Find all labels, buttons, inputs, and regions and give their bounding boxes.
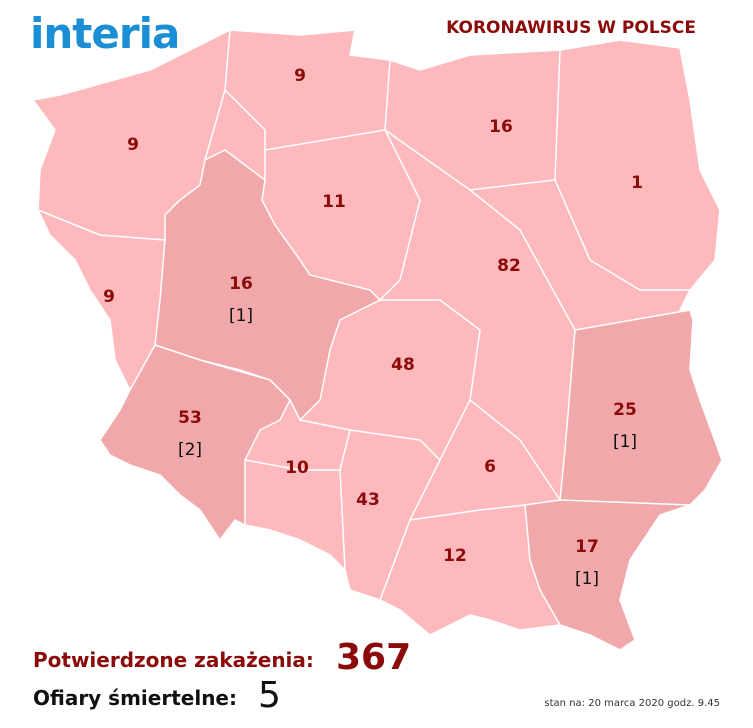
region-deaths: [1] [613, 432, 637, 452]
region-cases: 9 [127, 135, 139, 155]
borders [37, 29, 690, 601]
deaths-value: 5 [258, 675, 281, 716]
region-cases: 12 [443, 546, 467, 566]
logo: interia [30, 9, 179, 58]
region-cases: 11 [322, 192, 346, 212]
region-cases: 9 [294, 66, 306, 86]
region-cases: 9 [103, 287, 115, 307]
footnote: stan na: 20 marca 2020 godz. 9.45 [544, 698, 720, 709]
map [31, 29, 723, 651]
title: KORONAWIRUS W POLSCE [446, 18, 696, 38]
deaths-label: Ofiary śmiertelne: [33, 686, 237, 710]
confirmed-value: 367 [336, 637, 411, 678]
region-dark [99, 344, 291, 542]
region-deaths: [1] [575, 569, 599, 589]
region-cases: 1 [631, 173, 643, 193]
region-cases: 6 [484, 457, 496, 477]
region-cases: 48 [391, 355, 415, 375]
region-cases: 16 [489, 117, 513, 137]
region-dark [154, 149, 382, 422]
region-cases: 43 [356, 490, 380, 510]
region-cases: 53 [178, 408, 202, 428]
region-cases: 17 [575, 537, 599, 557]
region-cases: 25 [613, 400, 637, 420]
region-cases: 10 [285, 458, 309, 478]
region-dark [559, 309, 723, 511]
region-dark [524, 499, 691, 651]
confirmed-label: Potwierdzone zakażenia: [33, 648, 314, 672]
region-deaths: [2] [178, 440, 202, 460]
region-cases: 16 [229, 274, 253, 294]
region-deaths: [1] [229, 306, 253, 326]
region-cases: 82 [497, 256, 521, 276]
